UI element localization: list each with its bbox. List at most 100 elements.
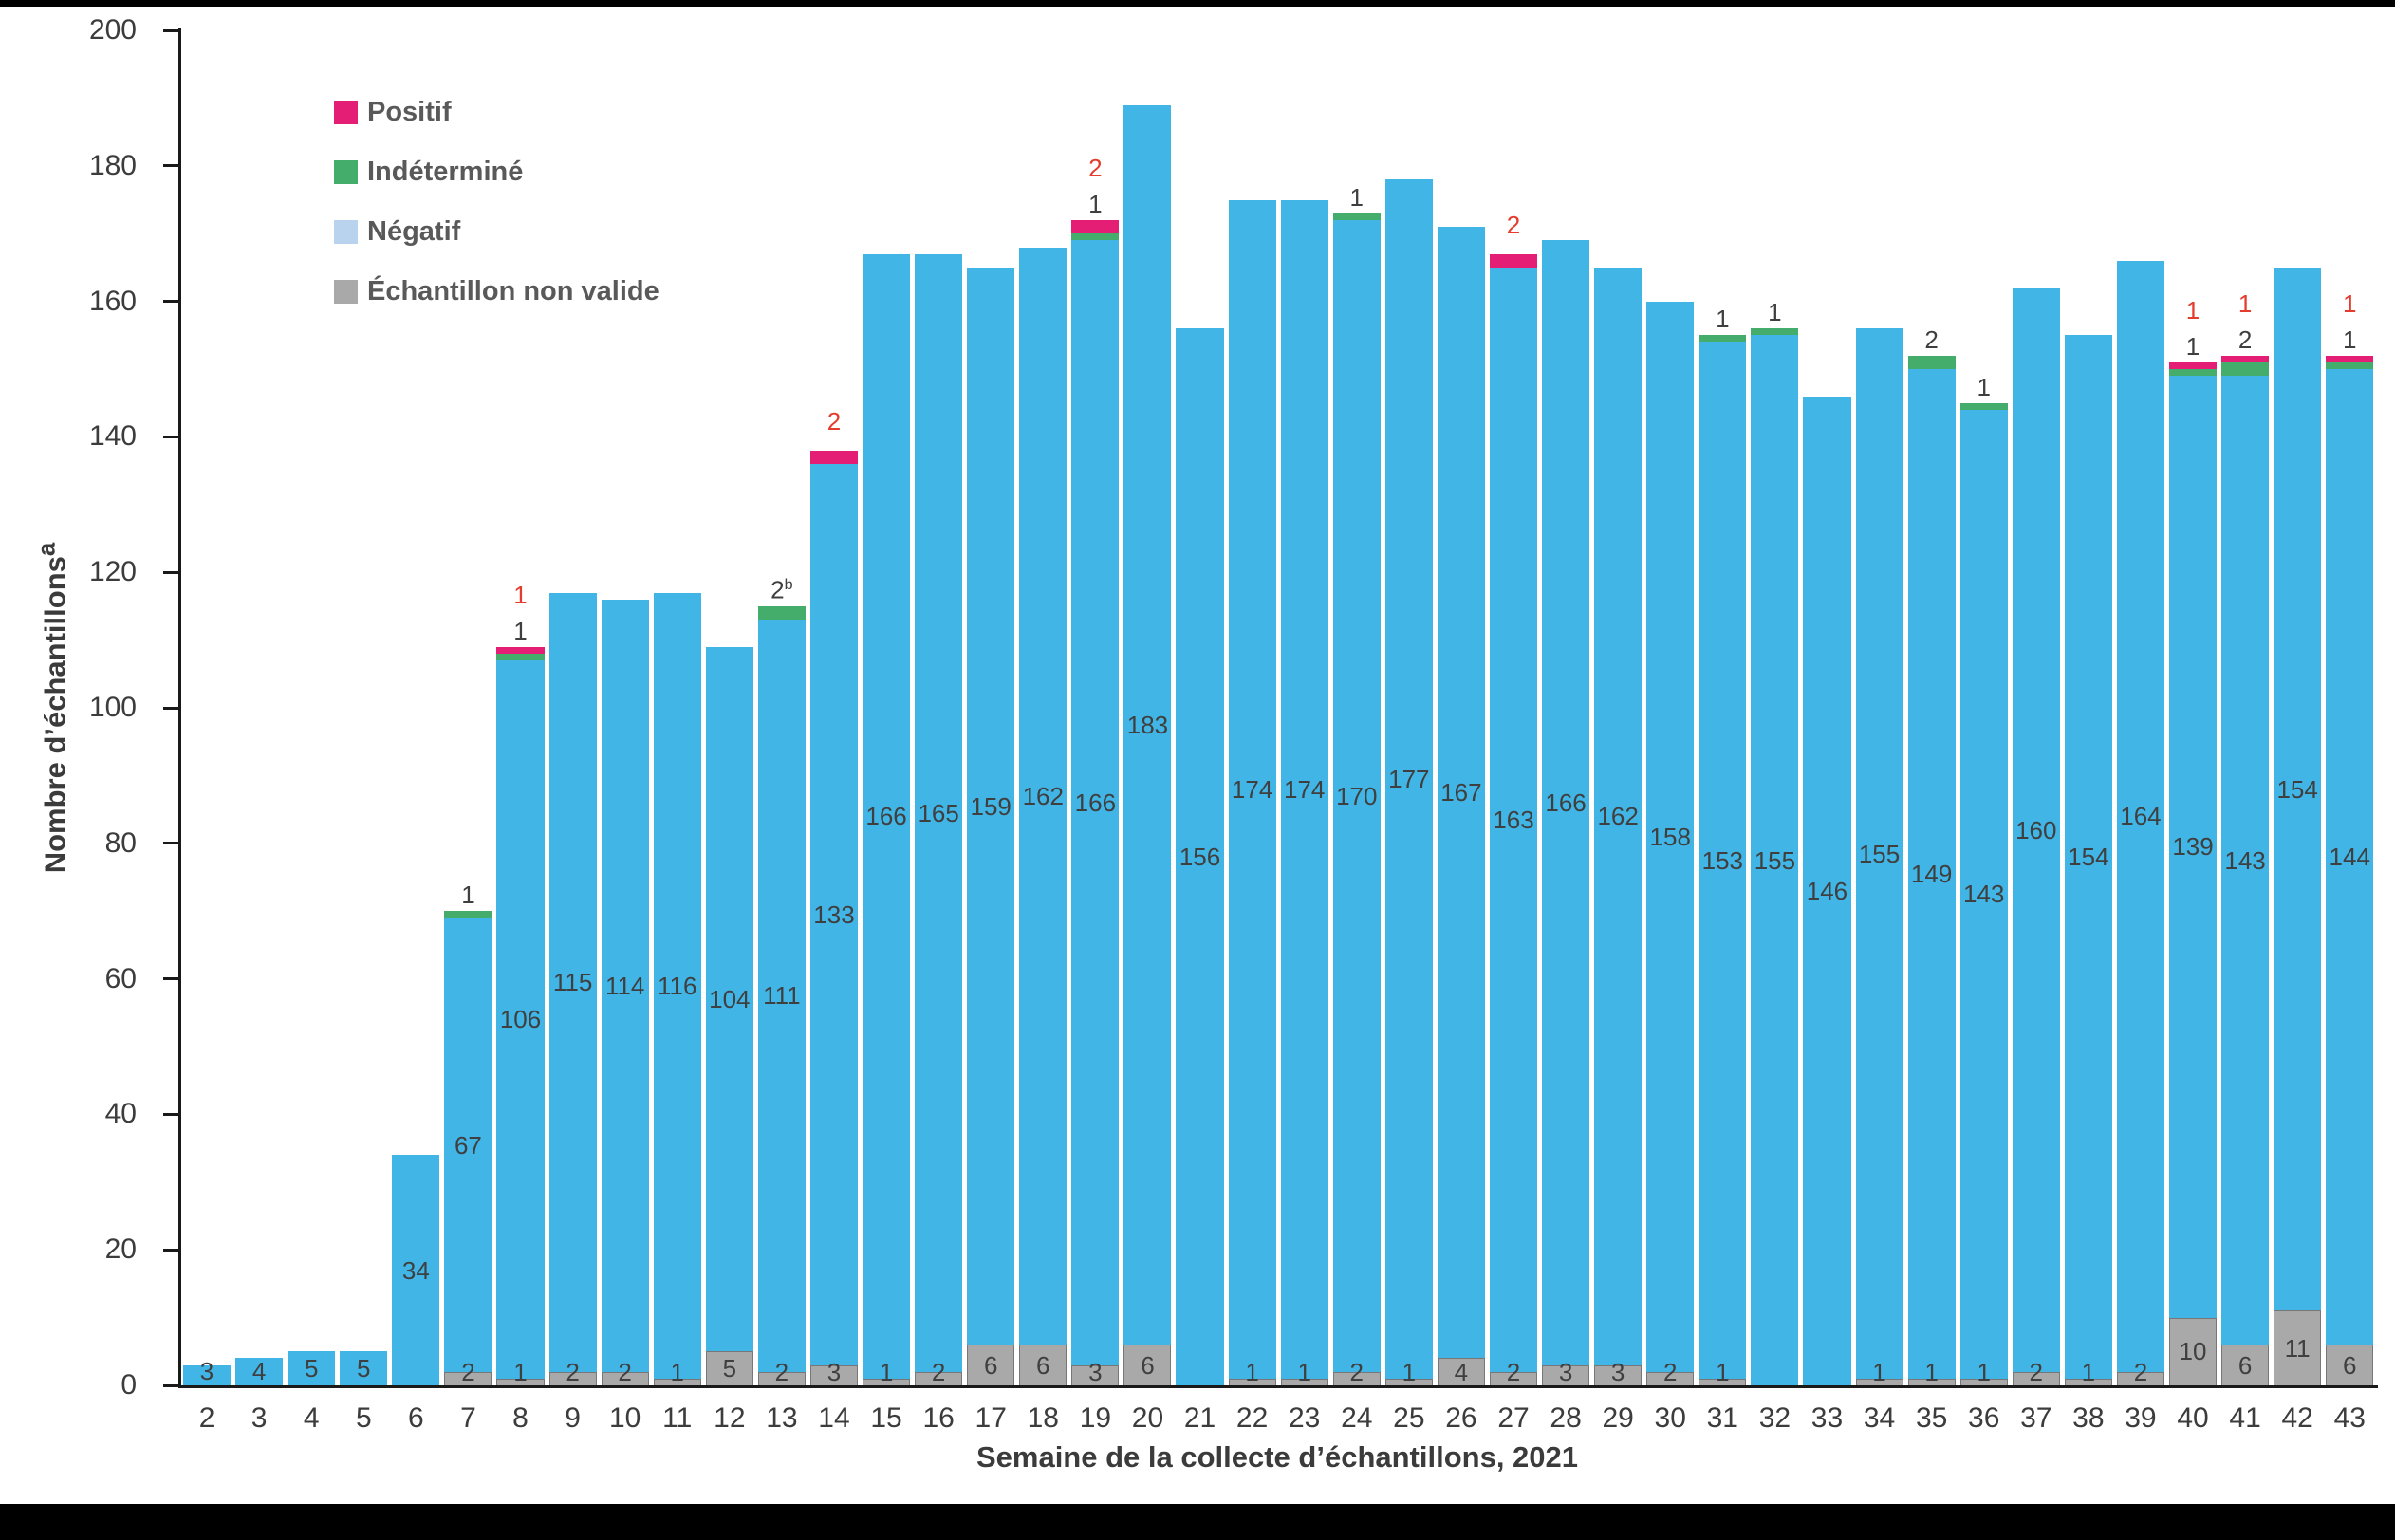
bar-week-41: 143 6 2 1 41 bbox=[2221, 30, 2270, 1434]
y-tick-mark bbox=[163, 164, 178, 168]
legend-item-negatif: Négatif bbox=[334, 218, 659, 246]
segment-negatif bbox=[1594, 267, 1643, 1365]
bar-week-28: 166 3 28 bbox=[1542, 30, 1590, 1434]
x-tick-label: 3 bbox=[251, 1402, 268, 1434]
value-label: 139 bbox=[2172, 832, 2214, 862]
segment-negatif bbox=[183, 1364, 232, 1385]
bar-week-25: 177 1 25 bbox=[1384, 30, 1433, 1434]
segment-echantillon-non-valide bbox=[1071, 1364, 1120, 1385]
x-tick-label: 18 bbox=[1027, 1402, 1059, 1434]
segment-negatif bbox=[1280, 199, 1328, 1379]
y-tick-mark bbox=[163, 28, 178, 32]
value-label: 116 bbox=[658, 971, 697, 1000]
segment-negatif bbox=[2116, 260, 2164, 1372]
bar-week-40: 139 10 1 1 40 bbox=[2168, 30, 2218, 1434]
value-label: 149 bbox=[1910, 859, 1953, 888]
value-label: 166 bbox=[1545, 788, 1587, 817]
legend-item-indetermine: Indéterminé bbox=[334, 158, 659, 186]
segment-echantillon-non-valide bbox=[496, 1378, 545, 1385]
segment-echantillon-non-valide bbox=[2012, 1371, 2060, 1385]
segment-echantillon-non-valide bbox=[705, 1351, 753, 1385]
segment-echantillon-non-valide bbox=[1594, 1364, 1643, 1385]
value-label: 10 bbox=[2179, 1337, 2207, 1366]
bar-week-19: 166 3 1 2 19 bbox=[1071, 30, 1120, 1434]
bar-stack bbox=[183, 1364, 232, 1385]
value-label: 2 bbox=[618, 1358, 632, 1386]
value-label: 6 bbox=[1141, 1350, 1155, 1380]
value-label: 115 bbox=[552, 968, 593, 997]
value-label: 177 bbox=[1388, 764, 1430, 793]
value-label: 1 bbox=[513, 1358, 528, 1386]
x-tick-label: 14 bbox=[818, 1402, 850, 1434]
segment-negatif bbox=[809, 463, 859, 1365]
bar-week-9: 115 2 9 bbox=[548, 30, 597, 1434]
legend-label: Négatif bbox=[367, 216, 461, 247]
segment-positif bbox=[1071, 219, 1120, 234]
value-label: 155 bbox=[1754, 845, 1796, 875]
y-tick-mark bbox=[163, 1383, 178, 1387]
value-label: 143 bbox=[2224, 845, 2266, 875]
segment-negatif bbox=[1855, 328, 1903, 1379]
segment-negatif bbox=[2012, 288, 2060, 1372]
y-tick-mark bbox=[163, 1248, 178, 1252]
bar-stack bbox=[288, 1351, 336, 1385]
legend-item-positif: Positif bbox=[334, 99, 659, 126]
value-label: 1 bbox=[1245, 1358, 1259, 1386]
bar-stack bbox=[1699, 335, 1747, 1385]
y-axis: 0 20 40 60 80 100 120 140 160 180 200 bbox=[0, 16, 178, 1400]
value-label: 3 bbox=[1088, 1358, 1103, 1386]
value-label: 6 bbox=[2343, 1350, 2357, 1380]
segment-negatif bbox=[1646, 301, 1695, 1372]
bar-stack bbox=[1855, 328, 1903, 1385]
indeterminate-count: 2 bbox=[770, 575, 785, 604]
segment-echantillon-non-valide bbox=[863, 1378, 911, 1385]
value-label: 1 bbox=[670, 1358, 684, 1386]
bar-week-14: 133 3 2 14 bbox=[809, 30, 859, 1434]
bar-week-6: 34 6 bbox=[392, 30, 440, 1434]
value-label: 2 bbox=[461, 1358, 475, 1386]
bar-week-13: 111 2 2b 13 bbox=[757, 30, 806, 1434]
value-label: 1 bbox=[1924, 1358, 1939, 1386]
x-tick-label: 32 bbox=[1758, 1402, 1792, 1434]
legend: Positif Indéterminé Négatif Échantillon non… bbox=[334, 99, 659, 338]
segment-echantillon-non-valide bbox=[2168, 1317, 2218, 1385]
x-tick-label: 40 bbox=[2177, 1402, 2209, 1434]
value-label: 67 bbox=[454, 1130, 482, 1160]
value-label: 165 bbox=[918, 798, 959, 827]
segment-indetermine bbox=[1751, 328, 1799, 336]
plot-area: 3 2 4 3 5 4 5 5 34 6 67 2 1 7 106 1 1 1 8 115 2 9 114 2 10 116 1 11… bbox=[181, 30, 2375, 1434]
bar-week-20: 183 6 20 bbox=[1123, 30, 1172, 1434]
bar-stack bbox=[1176, 328, 1224, 1385]
segment-echantillon-non-valide bbox=[1228, 1378, 1276, 1385]
value-label: 106 bbox=[499, 1005, 542, 1034]
bar-stack bbox=[1489, 253, 1538, 1385]
value-label: 114 bbox=[604, 971, 645, 1000]
segment-negatif bbox=[340, 1351, 388, 1385]
x-tick-label: 17 bbox=[975, 1402, 1007, 1434]
value-label: 2 bbox=[2237, 325, 2253, 354]
bar-stack bbox=[967, 267, 1015, 1385]
segment-negatif bbox=[2326, 369, 2374, 1345]
y-tick-mark bbox=[163, 1112, 178, 1116]
bar-week-22: 174 1 22 bbox=[1228, 30, 1276, 1434]
x-tick-label: 39 bbox=[2125, 1402, 2157, 1434]
value-label: 170 bbox=[1336, 781, 1378, 810]
segment-negatif bbox=[2064, 335, 2112, 1379]
value-label: 1 bbox=[1977, 372, 1991, 401]
x-tick-label: 25 bbox=[1393, 1402, 1425, 1434]
segment-echantillon-non-valide bbox=[2064, 1378, 2112, 1385]
segment-indetermine bbox=[2326, 362, 2374, 370]
x-tick-label: 23 bbox=[1289, 1402, 1321, 1434]
bar-stack bbox=[653, 592, 701, 1385]
bar-week-34: 155 1 34 bbox=[1855, 30, 1903, 1434]
x-tick-label: 29 bbox=[1602, 1402, 1634, 1434]
value-label: 146 bbox=[1806, 876, 1848, 905]
legend-swatch-positif bbox=[334, 101, 358, 124]
x-tick-label: 11 bbox=[662, 1402, 693, 1434]
segment-indetermine bbox=[1332, 213, 1381, 220]
bar-stack bbox=[2012, 288, 2060, 1385]
value-label: 2 bbox=[1349, 1358, 1364, 1386]
segment-negatif bbox=[1437, 227, 1485, 1359]
segment-negatif bbox=[757, 620, 806, 1372]
